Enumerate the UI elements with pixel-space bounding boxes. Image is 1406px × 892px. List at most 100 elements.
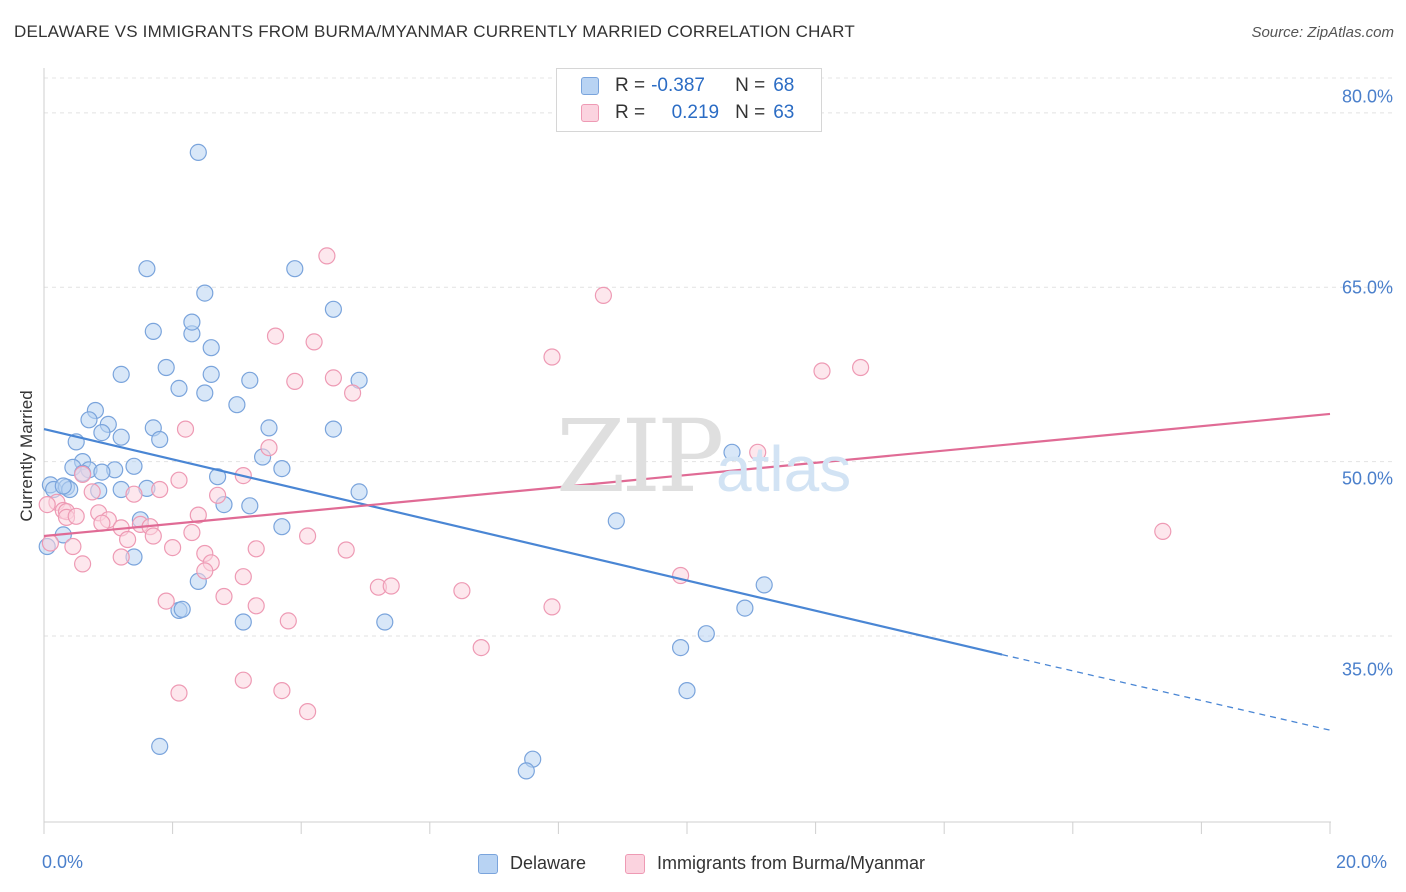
burma-point: [286, 372, 304, 390]
legend-item-burma[interactable]: Immigrants from Burma/Myanmar: [625, 853, 925, 874]
burma-point: [196, 562, 214, 580]
delaware-point: [93, 424, 111, 442]
burma-point: [67, 507, 85, 525]
delaware-point: [517, 762, 535, 780]
burma-point: [170, 471, 188, 489]
y-axis-label: Currently Married: [17, 390, 36, 522]
burma-point: [299, 527, 317, 545]
burma-point: [260, 439, 278, 457]
delaware-point: [376, 613, 394, 631]
burma-point: [112, 548, 130, 566]
delaware-point: [273, 518, 291, 536]
delaware-point: [273, 460, 291, 478]
burma-point: [93, 514, 111, 532]
series-layer: [38, 143, 1172, 780]
watermark-atlas: atlas: [716, 433, 852, 505]
delaware-point: [755, 576, 773, 594]
burma-point: [234, 568, 252, 586]
burma-point: [299, 702, 317, 721]
delaware-point: [138, 260, 156, 278]
delaware-point: [324, 300, 342, 318]
n-value: 68: [773, 75, 795, 96]
burma-point: [189, 506, 207, 524]
delaware-point: [125, 457, 143, 475]
delaware-point: [202, 365, 220, 383]
y-tick-label: 65.0%: [1341, 277, 1393, 298]
delaware-point: [241, 497, 259, 515]
legend-swatch-delaware: [478, 853, 498, 874]
x-tick-label: 20.0%: [1336, 852, 1388, 872]
delaware-point: [151, 430, 169, 449]
stats-swatch-burma: [581, 104, 599, 122]
delaware-point: [157, 358, 175, 377]
burma-trend-line: [43, 412, 1331, 538]
delaware-point: [202, 339, 220, 357]
burma-point: [279, 612, 297, 630]
delaware-point: [173, 600, 191, 618]
delaware-point: [196, 284, 214, 302]
delaware-point: [736, 599, 754, 617]
delaware-point: [607, 512, 625, 530]
axes: [43, 68, 1331, 834]
r-value: 0.219: [671, 102, 720, 123]
legend-item-delaware[interactable]: Delaware: [478, 853, 586, 874]
burma-point: [64, 537, 82, 556]
delaware-point: [209, 468, 227, 486]
burma-point: [851, 358, 870, 377]
y-tick-label: 80.0%: [1341, 86, 1393, 107]
series-burma: [38, 247, 1172, 721]
burma-point: [157, 592, 175, 610]
legend-label: Immigrants from Burma/Myanmar: [657, 853, 926, 873]
burma-point: [41, 534, 60, 552]
delaware-point: [170, 379, 188, 397]
trend-layer: [43, 412, 1331, 731]
burma-point: [453, 582, 471, 600]
burma-point: [543, 348, 561, 366]
stats-row-burma: R = 0.219 N = 63: [581, 100, 794, 126]
delaware-point: [54, 477, 72, 495]
legend-swatch-burma: [625, 853, 645, 874]
burma-point: [183, 523, 201, 542]
delaware-point: [144, 322, 162, 340]
burma-point: [83, 483, 101, 501]
y-tick-label: 35.0%: [1341, 659, 1393, 680]
r-value: -0.387: [651, 75, 705, 96]
burma-point: [813, 362, 831, 380]
delaware-point: [228, 396, 246, 414]
delaware-trend-extension: [1001, 653, 1331, 731]
r-label: R =: [615, 75, 646, 96]
delaware-trend-line: [43, 428, 1003, 656]
burma-point: [273, 681, 291, 700]
delaware-point: [350, 483, 368, 501]
chart-title: DELAWARE VS IMMIGRANTS FROM BURMA/MYANMA…: [14, 22, 855, 41]
delaware-point: [189, 143, 207, 161]
burma-point: [170, 684, 188, 702]
burma-point: [1154, 522, 1172, 541]
burma-point: [234, 671, 252, 689]
delaware-point: [324, 420, 342, 438]
burma-point: [176, 420, 195, 438]
burma-point: [543, 598, 561, 616]
stats-swatch-delaware: [581, 77, 599, 95]
burma-point: [144, 527, 162, 545]
burma-point: [472, 638, 490, 657]
n-label: N =: [735, 75, 766, 96]
burma-point: [594, 286, 613, 304]
burma-point: [305, 333, 323, 351]
delaware-point: [112, 365, 130, 383]
burma-point: [164, 538, 182, 557]
delaware-point: [93, 463, 111, 481]
burma-point: [151, 480, 169, 499]
burma-point: [73, 555, 92, 573]
burma-point: [337, 541, 355, 559]
burma-point: [382, 577, 400, 595]
stats-row-delaware: R = -0.387 N = 68: [581, 73, 794, 99]
burma-point: [125, 485, 143, 503]
burma-point: [73, 465, 92, 483]
burma-point: [749, 443, 767, 461]
burma-point: [215, 587, 233, 606]
delaware-point: [241, 371, 259, 389]
source-label: Source: ZipAtlas.com: [1251, 24, 1394, 41]
burma-point: [324, 369, 342, 387]
